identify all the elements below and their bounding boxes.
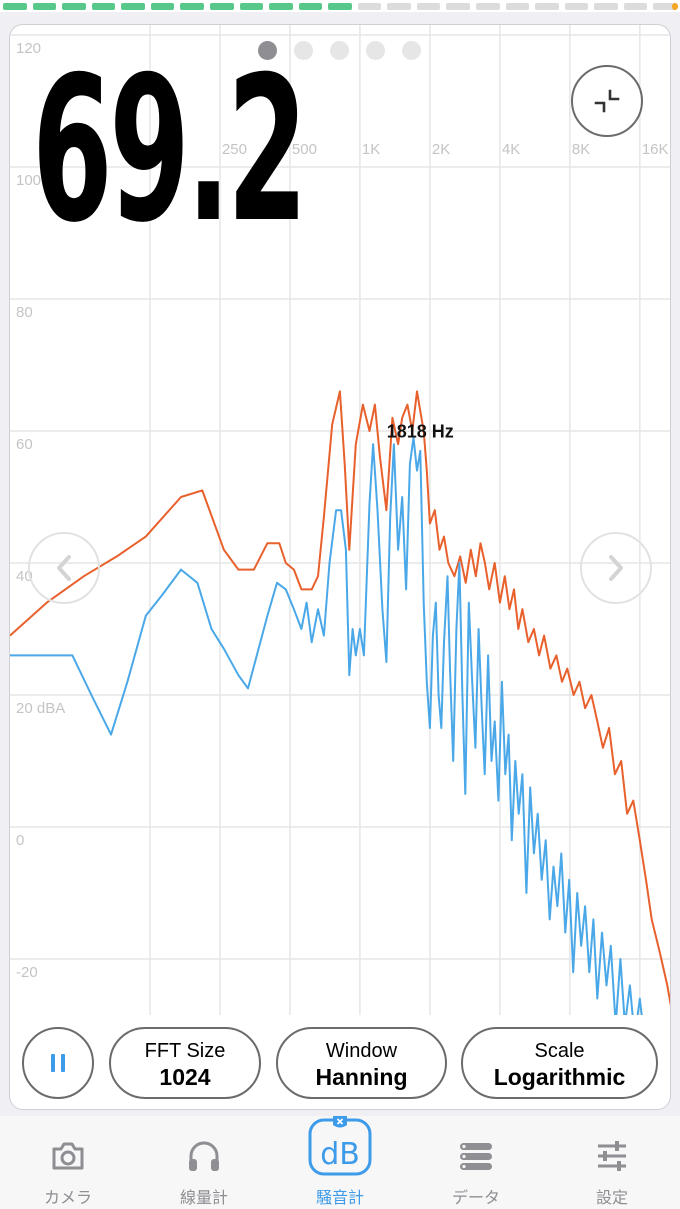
page-dot[interactable] — [294, 41, 313, 60]
spectrum-chart: 120 100 80 60 40 20 dBA 0 -20 2 Hz 250 500 1K 2K 4K 8K… — [10, 25, 670, 1052]
y-tick-label: 60 — [16, 436, 33, 453]
level-meter-segment — [505, 3, 530, 10]
level-meter-segment — [239, 3, 264, 10]
tab-dosimeter[interactable]: 線量計 — [136, 1116, 272, 1209]
level-meter-segment — [387, 3, 411, 10]
level-meter-segment — [446, 3, 471, 10]
y-tick-label: -20 — [16, 964, 38, 981]
chart-series — [10, 390, 670, 1052]
pause-icon — [51, 1054, 55, 1072]
scale-value: Logarithmic — [493, 1064, 626, 1090]
x-tick-label: 2K — [432, 141, 450, 158]
database-icon — [460, 1143, 492, 1170]
level-meter-segment — [3, 3, 27, 10]
previous-button[interactable] — [28, 532, 100, 604]
x-tick-label: 250 — [222, 141, 247, 158]
level-meter-segment — [298, 3, 323, 10]
x-tick-label: 16K — [642, 141, 669, 158]
spectrum-series-1 — [10, 436, 647, 1052]
level-meter — [0, 0, 680, 12]
chevron-left-icon — [57, 555, 71, 581]
camera-icon — [52, 1142, 84, 1170]
y-tick-label: 20 dBA — [16, 700, 65, 717]
x-tick-label: 1K — [362, 141, 380, 158]
window-button[interactable]: Window Hanning — [276, 1027, 447, 1099]
x-tick-label: 500 — [292, 141, 317, 158]
fft-size-button[interactable]: FFT Size 1024 — [109, 1027, 261, 1099]
x-tick-label: 4K — [502, 141, 520, 158]
level-meter-segment — [476, 3, 500, 10]
level-meter-segment — [150, 3, 175, 10]
fft-controls: FFT Size 1024 Window Hanning Scale Logar… — [10, 1025, 670, 1105]
fft-size-value: 1024 — [159, 1064, 211, 1090]
level-meter-segment — [121, 3, 145, 10]
level-meter-segment — [91, 3, 116, 10]
level-meter-segment — [416, 3, 441, 10]
y-tick-label: 0 — [16, 832, 24, 849]
level-meter-segment — [594, 3, 618, 10]
window-value: Hanning — [315, 1064, 408, 1090]
page-dot[interactable] — [258, 41, 277, 60]
collapse-icon — [594, 89, 620, 113]
tab-sound-meter[interactable]: dB 騒音計 — [272, 1116, 408, 1209]
fft-size-label: FFT Size — [144, 1040, 226, 1062]
collapse-button[interactable] — [571, 65, 643, 137]
tab-settings[interactable]: 設定 — [544, 1116, 680, 1209]
tab-camera[interactable]: カメラ — [0, 1116, 136, 1209]
next-button[interactable] — [580, 532, 652, 604]
scale-label: Scale — [534, 1040, 585, 1062]
level-meter-segment — [62, 3, 86, 10]
scale-button[interactable]: Scale Logarithmic — [461, 1027, 658, 1099]
db-icon: dB — [308, 1116, 372, 1176]
tab-camera-label: カメラ — [43, 1188, 92, 1207]
level-meter-segment — [32, 3, 57, 10]
level-meter-segment — [209, 3, 234, 10]
level-meter-segment — [564, 3, 589, 10]
tab-data[interactable]: データ — [408, 1116, 544, 1209]
page-dot[interactable] — [366, 41, 385, 60]
tab-settings-label: 設定 — [595, 1188, 628, 1207]
level-meter-segment — [535, 3, 559, 10]
chevron-right-icon — [609, 555, 623, 581]
x-tick-label: 2 Hz — [152, 141, 183, 158]
page-dot[interactable] — [330, 41, 349, 60]
y-tick-label: 80 — [16, 304, 33, 321]
svg-text:dB: dB — [320, 1137, 360, 1172]
level-meter-segment — [180, 3, 204, 10]
tab-dosimeter-label: 線量計 — [179, 1188, 228, 1207]
page-dot[interactable] — [402, 41, 421, 60]
level-meter-segment — [623, 3, 648, 10]
pause-button[interactable] — [22, 1027, 94, 1099]
sound-level-reading: 69.2 — [32, 34, 308, 267]
level-meter-peak — [672, 3, 678, 10]
tab-sound-meter-label: 騒音計 — [315, 1188, 364, 1207]
level-meter-segment — [653, 3, 677, 10]
y-tick-label: 100 — [16, 172, 41, 189]
level-meter-segment — [328, 3, 352, 10]
spectrum-card: 120 100 80 60 40 20 dBA 0 -20 2 Hz 250 500 1K 2K 4K 8K… — [9, 24, 671, 1110]
tab-data-label: データ — [451, 1188, 500, 1207]
peak-frequency-label: 1818 Hz — [387, 422, 454, 442]
x-tick-label: 8K — [572, 141, 590, 158]
pause-icon-bar — [61, 1054, 65, 1072]
level-meter-segment — [269, 3, 293, 10]
tab-bar: カメラ 線量計 dB 騒音計 — [0, 1116, 680, 1209]
window-label: Window — [325, 1040, 398, 1062]
spectrum-series-0 — [10, 390, 670, 1007]
headphones-icon — [189, 1141, 219, 1171]
y-tick-label: 120 — [16, 40, 41, 57]
level-meter-segment — [357, 3, 382, 10]
page-indicator[interactable] — [258, 41, 421, 60]
sliders-icon — [598, 1141, 626, 1171]
